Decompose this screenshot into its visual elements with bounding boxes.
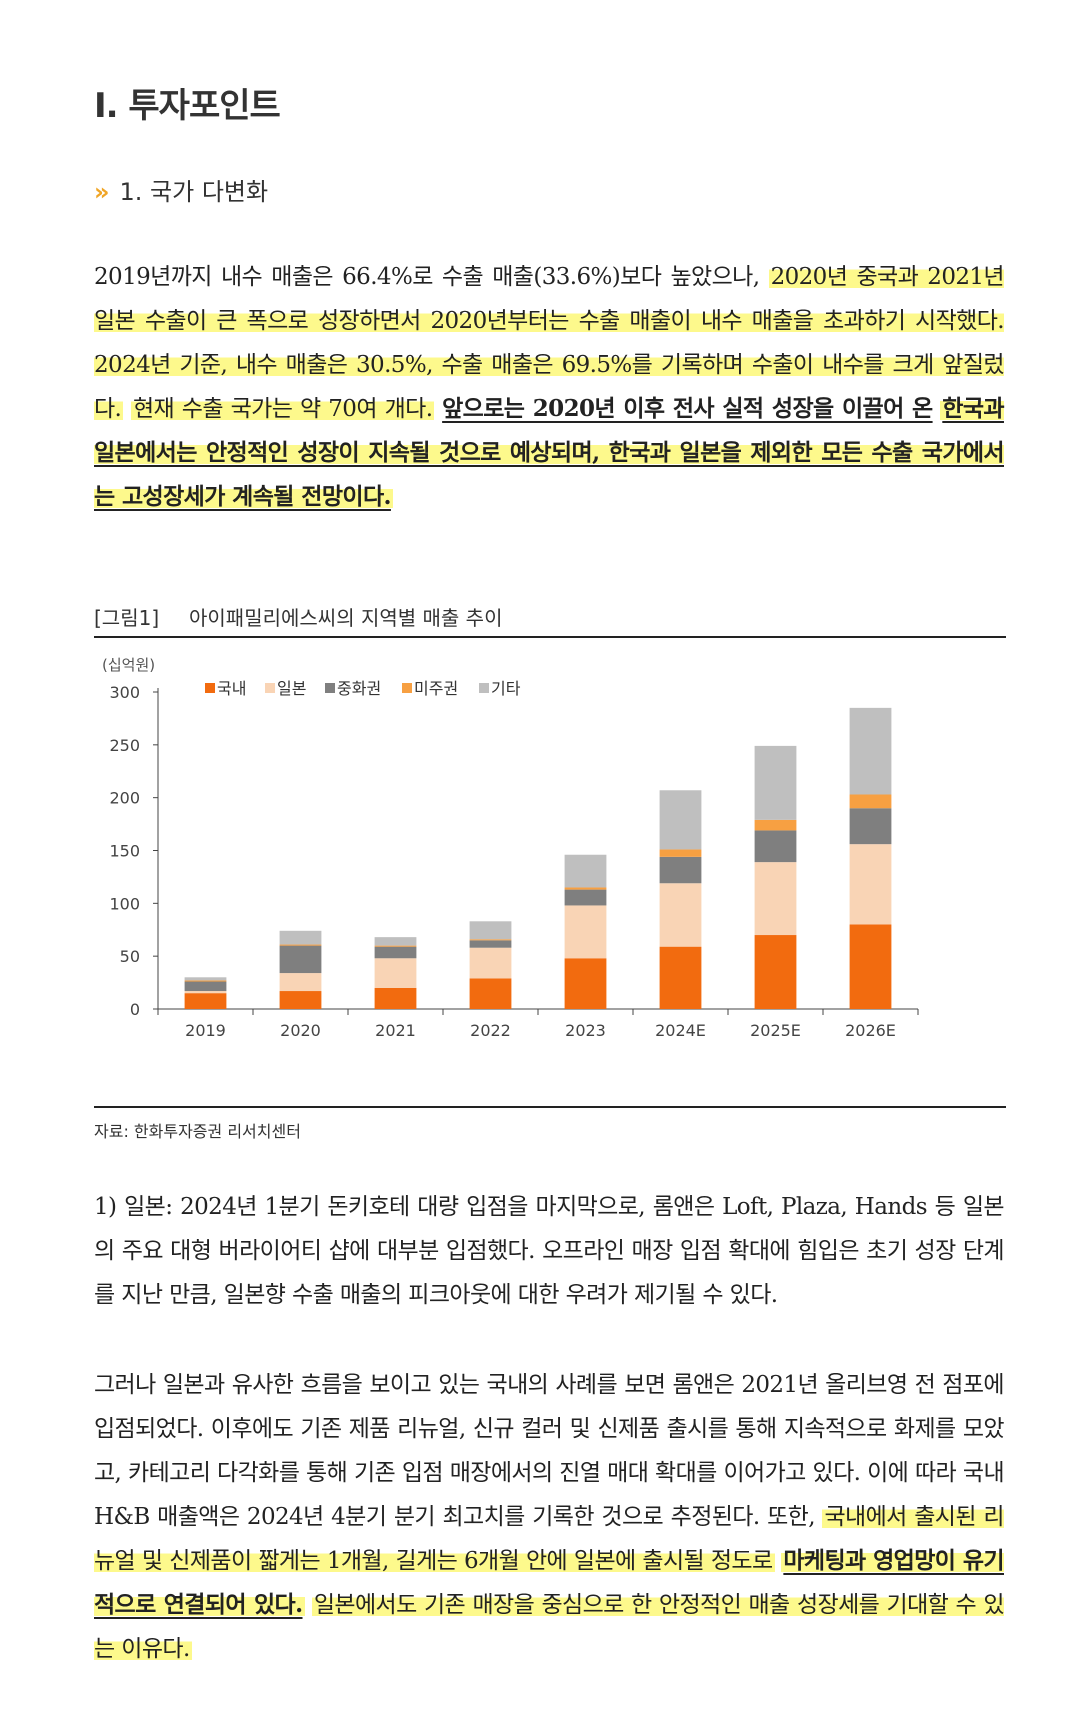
paragraph-domestic-case: 그러나 일본과 유사한 흐름을 보이고 있는 국내의 사례를 보면 롬앤은 20… — [94, 1363, 1005, 1671]
bar-2021-series-3 — [374, 945, 417, 947]
para1-text-1: 2019년까지 내수 매출은 66.4%로 수출 매출(33.6%)보다 높았으… — [94, 264, 769, 290]
bar-2025E-series-3 — [754, 819, 797, 831]
legend-label-3: 미주권 — [414, 679, 458, 698]
bar-2022-series-1 — [469, 947, 512, 979]
figure-header: [그림1] 아이패밀리에스씨의 지역별 매출 추이 — [94, 596, 1006, 638]
legend-swatch-1 — [265, 683, 275, 693]
bar-2025E-series-2 — [754, 830, 797, 863]
legend-label-0: 국내 — [217, 679, 246, 698]
bar-2026E-series-1 — [849, 844, 892, 925]
figure-title: 아이패밀리에스씨의 지역별 매출 추이 — [189, 606, 503, 630]
paragraph-japan: 1) 일본: 2024년 1분기 돈키호테 대량 입점을 마지막으로, 롬앤은 … — [94, 1194, 1005, 1308]
bar-2025E-series-4 — [754, 745, 797, 820]
bar-2026E-series-3 — [849, 794, 892, 809]
para1-highlight-2: 현재 수출 국가는 약 70여 개다. — [130, 396, 435, 422]
bar-2020-series-4 — [279, 930, 322, 945]
bar-2026E-series-0 — [849, 924, 892, 1009]
y-tick-label-150: 150 — [109, 842, 140, 861]
bar-2023-series-3 — [564, 887, 607, 890]
bar-2024E-series-1 — [659, 883, 702, 947]
section-title: I. 투자포인트 — [94, 86, 281, 126]
bar-2021-series-1 — [374, 958, 417, 988]
bar-2021-series-2 — [374, 946, 417, 959]
bar-2019-series-2 — [184, 981, 227, 992]
bar-2021-series-4 — [374, 937, 417, 946]
x-tick-label-2026E: 2026E — [845, 1021, 896, 1040]
bar-2019-series-1 — [184, 991, 227, 994]
x-tick-label-2021: 2021 — [375, 1021, 416, 1040]
legend-swatch-4 — [479, 683, 489, 693]
para1-space-1 — [123, 396, 131, 422]
x-tick-label-2024E: 2024E — [655, 1021, 706, 1040]
legend-label-4: 기타 — [491, 679, 521, 698]
sub-title-text: 1. 국가 다변화 — [119, 178, 269, 206]
x-tick-label-2020: 2020 — [280, 1021, 321, 1040]
bar-2026E-series-2 — [849, 808, 892, 845]
bar-2020-series-0 — [279, 991, 322, 1009]
bar-2019-series-4 — [184, 977, 227, 981]
bar-2022-series-3 — [469, 939, 512, 941]
bar-2024E-series-3 — [659, 849, 702, 857]
bar-2023-series-2 — [564, 889, 607, 906]
y-tick-label-200: 200 — [109, 789, 140, 808]
bar-2019-series-3 — [184, 980, 227, 982]
bar-2024E-series-0 — [659, 946, 702, 1009]
legend-swatch-3 — [402, 683, 412, 693]
x-tick-label-2019: 2019 — [185, 1021, 226, 1040]
y-tick-label-0: 0 — [130, 1000, 140, 1019]
bar-2022-series-2 — [469, 940, 512, 948]
bar-2021-series-0 — [374, 987, 417, 1009]
para1-underline-1: 앞으로는 2020년 이후 전사 실적 성장을 이끌어 온 — [442, 395, 933, 422]
legend-swatch-0 — [205, 683, 215, 693]
y-tick-label-100: 100 — [109, 894, 140, 913]
bar-2024E-series-4 — [659, 790, 702, 850]
bar-2020-series-1 — [279, 973, 322, 992]
figure-source: 자료: 한화투자증권 리서치센터 — [94, 1106, 1006, 1142]
chart-unit-label: (십억원) — [102, 656, 155, 674]
bar-2023-series-0 — [564, 958, 607, 1009]
bar-2022-series-0 — [469, 978, 512, 1009]
chevron-right-icon: » — [94, 178, 110, 206]
bar-2020-series-3 — [279, 944, 322, 946]
y-tick-label-300: 300 — [109, 683, 140, 702]
sub-title: » 1. 국가 다변화 — [94, 172, 268, 207]
bar-2025E-series-1 — [754, 862, 797, 936]
bar-2022-series-4 — [469, 921, 512, 940]
x-tick-label-2025E: 2025E — [750, 1021, 801, 1040]
x-tick-label-2023: 2023 — [565, 1021, 606, 1040]
bar-2023-series-1 — [564, 905, 607, 959]
para1-space-2 — [434, 396, 442, 422]
stacked-bar-chart: (십억원) 0 50 100 150 200 250 300 2019 2020 2021 2022 2… — [102, 656, 919, 1040]
bar-2023-series-4 — [564, 854, 607, 888]
bar-2025E-series-0 — [754, 935, 797, 1009]
bar-2026E-series-4 — [849, 707, 892, 795]
legend-label-1: 일본 — [277, 679, 306, 698]
bar-2024E-series-2 — [659, 856, 702, 884]
paragraph-country-diversification: 2019년까지 내수 매출은 66.4%로 수출 매출(33.6%)보다 높았으… — [94, 255, 1005, 519]
legend-swatch-2 — [325, 683, 335, 693]
para3-text-1: 그러나 일본과 유사한 흐름을 보이고 있는 국내의 사례를 보면 롬앤은 20… — [94, 1372, 1005, 1530]
legend-label-2: 중화권 — [337, 679, 381, 698]
y-tick-label-250: 250 — [109, 736, 140, 755]
para3-space-2 — [305, 1592, 312, 1618]
bar-2019-series-0 — [184, 993, 227, 1009]
figure-label: [그림1] — [94, 606, 160, 630]
x-tick-label-2022: 2022 — [470, 1021, 511, 1040]
bar-2020-series-2 — [279, 945, 322, 974]
y-tick-label-50: 50 — [120, 947, 140, 966]
